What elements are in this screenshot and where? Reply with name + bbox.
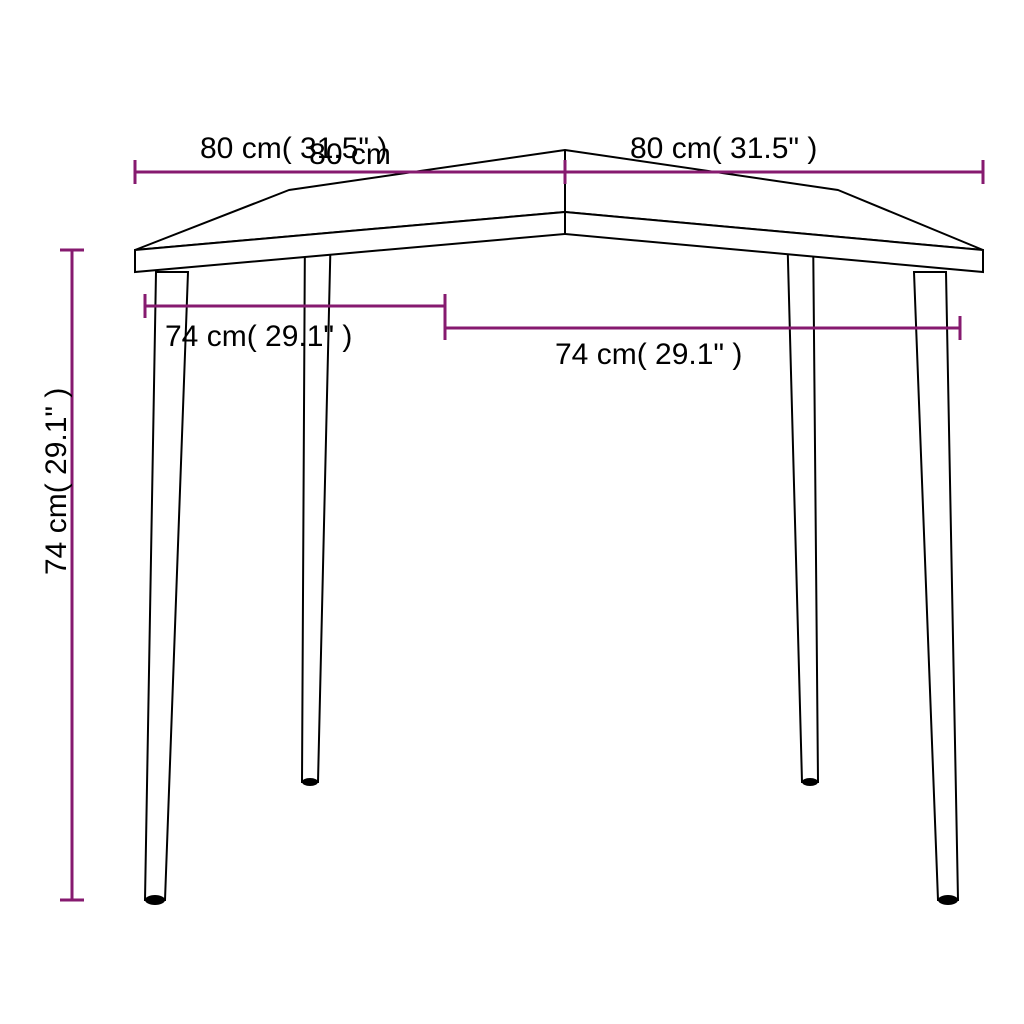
leg-front-left [145,272,188,905]
dim-leg-span-left [145,294,445,318]
leg-back-right [787,224,818,786]
dimension-diagram: 80 cm ​ [0,0,1024,1024]
leg-front-right [914,272,958,905]
dim-leg-span-right [445,316,960,340]
dim-height [60,250,84,900]
label-top-width-left: 80 cm [309,138,391,171]
table-top [135,150,983,272]
leg-back-left [302,224,331,786]
